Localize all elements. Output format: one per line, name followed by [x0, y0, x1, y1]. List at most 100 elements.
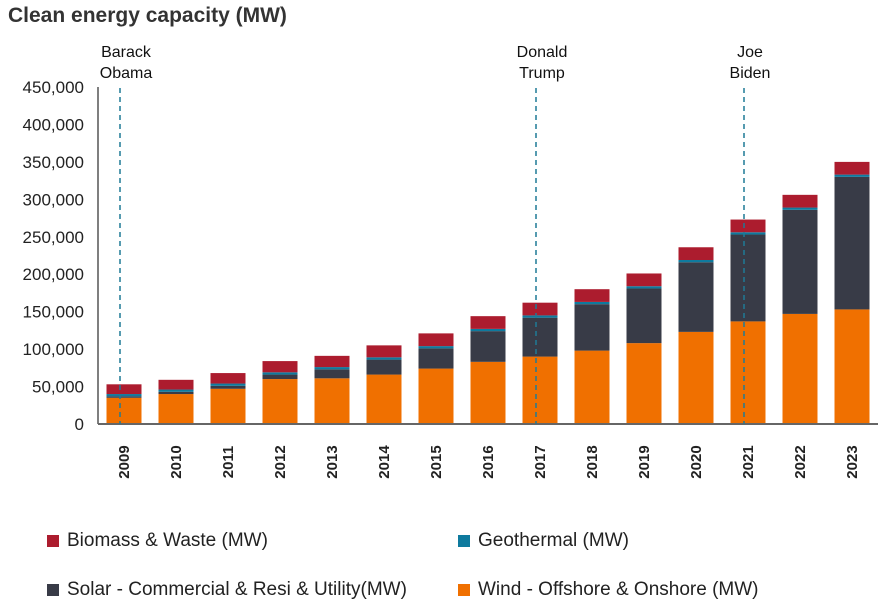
y-tick-label: 350,000 [23, 153, 84, 172]
bar-segment-2012-3 [262, 361, 298, 373]
bar-segment-2023-2 [834, 174, 870, 177]
annotation-label: Barack [101, 44, 152, 61]
x-tick-label: 2015 [428, 445, 445, 478]
bar-segment-2018-3 [574, 289, 610, 302]
bar-segment-2011-2 [210, 383, 246, 386]
y-tick-label: 0 [75, 415, 84, 434]
x-tick-label: 2023 [844, 445, 861, 478]
x-tick-label: 2009 [116, 445, 133, 478]
x-tick-label: 2021 [740, 445, 757, 478]
bar-segment-2015-0 [418, 368, 454, 424]
y-tick-label: 150,000 [23, 303, 84, 322]
bar-segment-2016-0 [470, 361, 506, 424]
legend-label-geothermal: Geothermal (MW) [478, 530, 629, 551]
bar-segment-2015-2 [418, 346, 454, 349]
y-tick-label: 250,000 [23, 228, 84, 247]
bar-segment-2016-3 [470, 316, 506, 329]
bar-segment-2009-2 [106, 394, 142, 397]
bar-segment-2018-0 [574, 350, 610, 424]
x-tick-label: 2018 [584, 445, 601, 478]
bar-segment-2016-1 [470, 331, 506, 362]
bar-segment-2009-1 [106, 396, 142, 398]
x-tick-label: 2019 [636, 445, 653, 478]
bar-segment-2023-1 [834, 176, 870, 310]
chart-title: Clean energy capacity (MW) [8, 4, 287, 27]
bar-segment-2019-0 [626, 343, 662, 424]
bar-segment-2021-0 [730, 321, 766, 424]
legend-label-solar: Solar - Commercial & Resi & Utility(MW) [67, 579, 407, 600]
bar-segment-2017-0 [522, 356, 558, 424]
bar-segment-2021-2 [730, 232, 766, 235]
annotation-label: Biden [730, 65, 771, 82]
x-tick-label: 2012 [272, 445, 289, 478]
y-tick-label: 100,000 [23, 340, 84, 359]
bar-segment-2009-3 [106, 384, 142, 395]
annotation-label: Donald [517, 44, 568, 61]
bar-segment-2012-1 [262, 374, 298, 380]
x-tick-label: 2020 [688, 445, 705, 478]
legend-swatch-geothermal [458, 535, 470, 547]
bar-segment-2013-2 [314, 367, 350, 370]
bar-segment-2017-1 [522, 317, 558, 357]
bar-segment-2020-0 [678, 331, 714, 424]
x-tick-label: 2014 [376, 445, 393, 479]
x-tick-label: 2016 [480, 445, 497, 478]
bar-segment-2014-3 [366, 345, 402, 358]
legend-item-solar: Solar - Commercial & Resi & Utility(MW) [47, 579, 407, 601]
annotation-label: Obama [100, 65, 153, 82]
bar-segment-2021-3 [730, 219, 766, 233]
bar-segment-2017-3 [522, 302, 558, 316]
x-tick-label: 2017 [532, 445, 549, 478]
bar-segment-2014-1 [366, 359, 402, 375]
y-tick-label: 300,000 [23, 190, 84, 209]
legend-item-geothermal: Geothermal (MW) [458, 530, 629, 552]
bar-segment-2020-2 [678, 259, 714, 263]
bar-segment-2013-3 [314, 355, 350, 368]
bar-segment-2015-3 [418, 333, 454, 347]
legend-label-wind: Wind - Offshore & Onshore (MW) [478, 579, 759, 600]
bar-segment-2010-3 [158, 379, 194, 390]
legend-item-wind: Wind - Offshore & Onshore (MW) [458, 579, 759, 601]
bar-segment-2010-1 [158, 391, 194, 395]
annotation-label: Joe [737, 44, 763, 61]
legend-swatch-wind [458, 584, 470, 596]
bar-segment-2023-0 [834, 309, 870, 424]
bar-segment-2010-2 [158, 389, 194, 392]
bar-segment-2018-2 [574, 301, 610, 305]
bar-segment-2021-1 [730, 234, 766, 322]
bar-segment-2010-0 [158, 394, 194, 424]
bar-segment-2022-3 [782, 194, 818, 208]
bar-segment-2022-1 [782, 209, 818, 314]
bar-segment-2015-1 [418, 348, 454, 369]
x-tick-label: 2022 [792, 445, 809, 478]
bar-segment-2011-0 [210, 388, 246, 424]
x-tick-label: 2010 [168, 445, 185, 478]
bar-segment-2022-2 [782, 207, 818, 210]
bar-segment-2019-1 [626, 288, 662, 344]
bar-segment-2014-2 [366, 357, 402, 360]
bar-segment-2009-0 [106, 397, 142, 424]
bar-segment-2014-0 [366, 374, 402, 424]
y-tick-label: 50,000 [32, 378, 84, 397]
bar-segment-2012-2 [262, 372, 298, 375]
bar-segment-2011-1 [210, 385, 246, 389]
bar-segment-2020-3 [678, 247, 714, 260]
y-tick-label: 450,000 [23, 78, 84, 97]
bar-segment-2020-1 [678, 262, 714, 332]
y-tick-label: 400,000 [23, 115, 84, 134]
bar-segment-2012-0 [262, 379, 298, 424]
legend-item-biomass: Biomass & Waste (MW) [47, 530, 268, 552]
bar-segment-2023-3 [834, 161, 870, 175]
legend-swatch-solar [47, 584, 59, 596]
bar-segment-2019-2 [626, 286, 662, 289]
bar-segment-2016-2 [470, 328, 506, 332]
bar-segment-2022-0 [782, 313, 818, 424]
bar-segment-2018-1 [574, 304, 610, 351]
bar-segment-2013-1 [314, 369, 350, 379]
bar-segment-2019-3 [626, 273, 662, 287]
bar-segment-2017-2 [522, 315, 558, 318]
legend-swatch-biomass [47, 535, 59, 547]
x-tick-label: 2011 [220, 446, 237, 479]
annotation-label: Trump [519, 65, 565, 82]
